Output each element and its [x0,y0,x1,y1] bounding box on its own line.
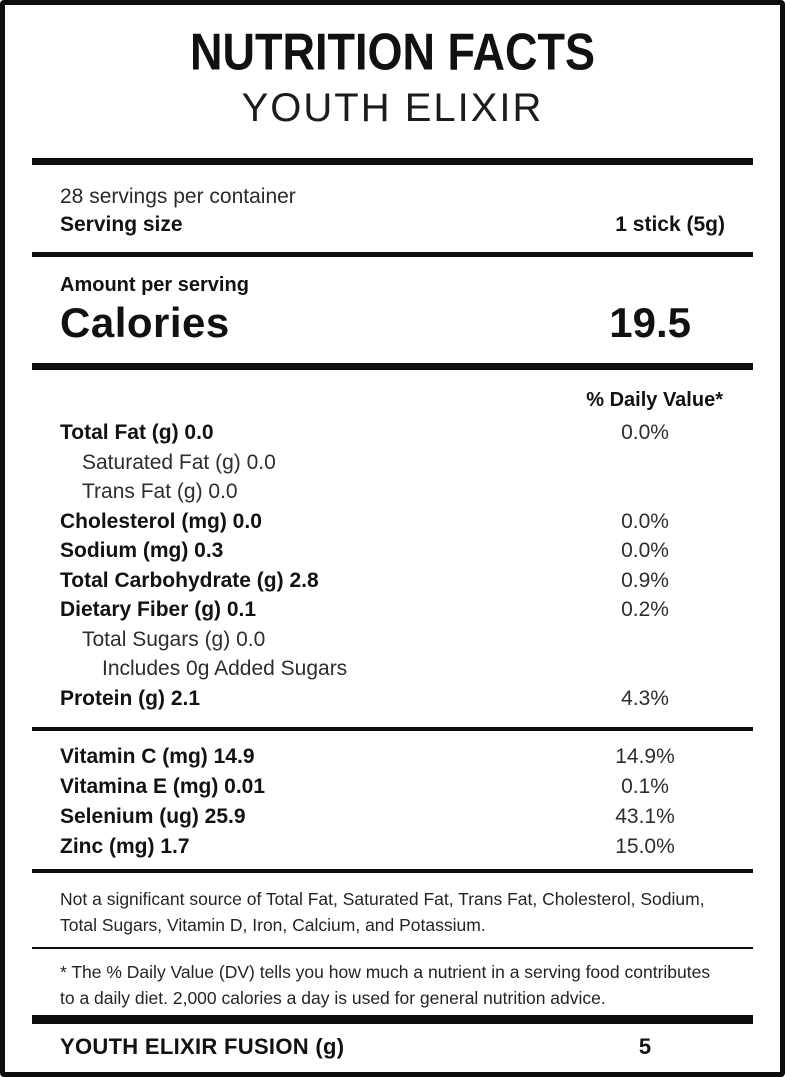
footer-amount-value: 5 [638,1034,652,1059]
nutrient-row-dietary-fiber: Dietary Fiber (g) 0.1 0.2% [60,595,725,625]
daily-value-footnote: * The % Daily Value (DV) tells you how m… [60,962,711,1008]
nutrient-daily-value: 0.9% [621,568,669,592]
daily-value-footnote-block: * The % Daily Value (DV) tells you how m… [32,949,753,1015]
serving-size-label: Serving size [60,213,183,236]
nutrient-daily-value: 0.0% [621,421,669,444]
micronutrient-daily-value: 43.1% [615,805,675,828]
nutrient-label: Cholesterol (mg) 0.0 [60,509,262,533]
micronutrients-table: Vitamin C (mg) 14.9 14.9% Vitamina E (mg… [32,742,753,862]
nutrient-row-total-sugars: Total Sugars (g) 0.0 [60,625,725,655]
divider-notes [32,947,753,949]
nutrient-label: Dietary Fiber (g) 0.1 [60,598,257,621]
nutrient-label: Total Carbohydrate (g) 2.8 [60,568,319,592]
nutrient-label: Total Fat (g) 0.0 [60,421,214,444]
serving-size-value: 1 stick (5g) [615,213,725,236]
daily-value-header: % Daily Value* [586,389,723,411]
nutrient-label: Saturated Fat (g) 0.0 [82,450,276,474]
nutrient-label: Sodium (mg) 0.3 [60,539,224,562]
nutrient-row-trans-fat: Trans Fat (g) 0.0 [60,477,725,507]
nutrient-label: Protein (g) 2.1 [60,686,201,710]
nutrient-daily-value: 0.2% [621,598,669,621]
divider-micronutrients [32,869,753,873]
micronutrient-row-vitamin-c: Vitamin C (mg) 14.9 14.9% [60,742,725,772]
micronutrient-label: Vitamina E (mg) 0.01 [60,775,266,798]
nutrient-label: Total Sugars (g) 0.0 [82,627,266,651]
micronutrient-label: Vitamin C (mg) 14.9 [60,745,255,768]
nutrient-row-total-carbohydrate: Total Carbohydrate (g) 2.8 0.9% [60,566,725,596]
footer-product-label: YOUTH ELIXIR FUSION (g) [60,1034,345,1059]
micronutrient-row-zinc: Zinc (mg) 1.7 15.0% [60,832,725,862]
serving-size-row: Serving size 1 stick (5g) [60,211,725,239]
not-significant-note: Not a significant source of Total Fat, S… [60,889,705,935]
amount-per-serving-label: Amount per serving [60,274,249,296]
nutrient-row-total-fat: Total Fat (g) 0.0 0.0% [60,418,725,448]
footer-row: YOUTH ELIXIR FUSION (g) 5 [32,1034,753,1060]
nutrient-row-sodium: Sodium (mg) 0.3 0.0% [60,536,725,566]
micronutrient-daily-value: 15.0% [615,835,675,858]
micronutrient-label: Zinc (mg) 1.7 [60,835,190,858]
micronutrient-label: Selenium (ug) 25.9 [60,805,246,828]
divider-thick-top [32,158,753,165]
daily-value-header-row: % Daily Value* [32,387,753,413]
micronutrient-daily-value: 0.1% [621,775,669,798]
divider-serving [32,252,753,257]
calories-section: Amount per serving Calories 19.5 [32,257,753,348]
micronutrient-row-vitamin-e: Vitamina E (mg) 0.01 0.1% [60,772,725,802]
nutrient-label: Includes 0g Added Sugars [102,657,348,680]
nutrient-row-saturated-fat: Saturated Fat (g) 0.0 [60,448,725,478]
label-title: NUTRITION FACTS [190,22,595,82]
nutrient-row-protein: Protein (g) 2.1 4.3% [60,684,725,714]
nutrient-daily-value: 0.0% [621,509,669,533]
nutrient-row-added-sugars: Includes 0g Added Sugars [60,654,725,684]
micronutrient-daily-value: 14.9% [615,745,675,768]
calories-value: 19.5 [609,299,691,346]
serving-section: 28 servings per container Serving size 1… [32,165,753,239]
nutrient-row-cholesterol: Cholesterol (mg) 0.0 0.0% [60,507,725,537]
calories-row: Calories 19.5 [60,298,725,348]
product-name: YOUTH ELIXIR [241,86,544,130]
calories-label: Calories [60,299,230,346]
nutrients-table: Total Fat (g) 0.0 0.0% Saturated Fat (g)… [32,418,753,713]
micronutrient-row-selenium: Selenium (ug) 25.9 43.1% [60,802,725,832]
divider-protein [32,727,753,731]
servings-per-container: 28 servings per container [60,185,296,208]
nutrient-daily-value: 0.0% [621,539,669,562]
nutrient-label: Trans Fat (g) 0.0 [82,480,238,503]
label-header: NUTRITION FACTS YOUTH ELIXIR [32,5,753,133]
nutrient-daily-value: 4.3% [621,686,669,710]
not-significant-note-block: Not a significant source of Total Fat, S… [32,873,753,947]
divider-thick-calories [32,363,753,370]
divider-thick-footer [32,1015,753,1024]
